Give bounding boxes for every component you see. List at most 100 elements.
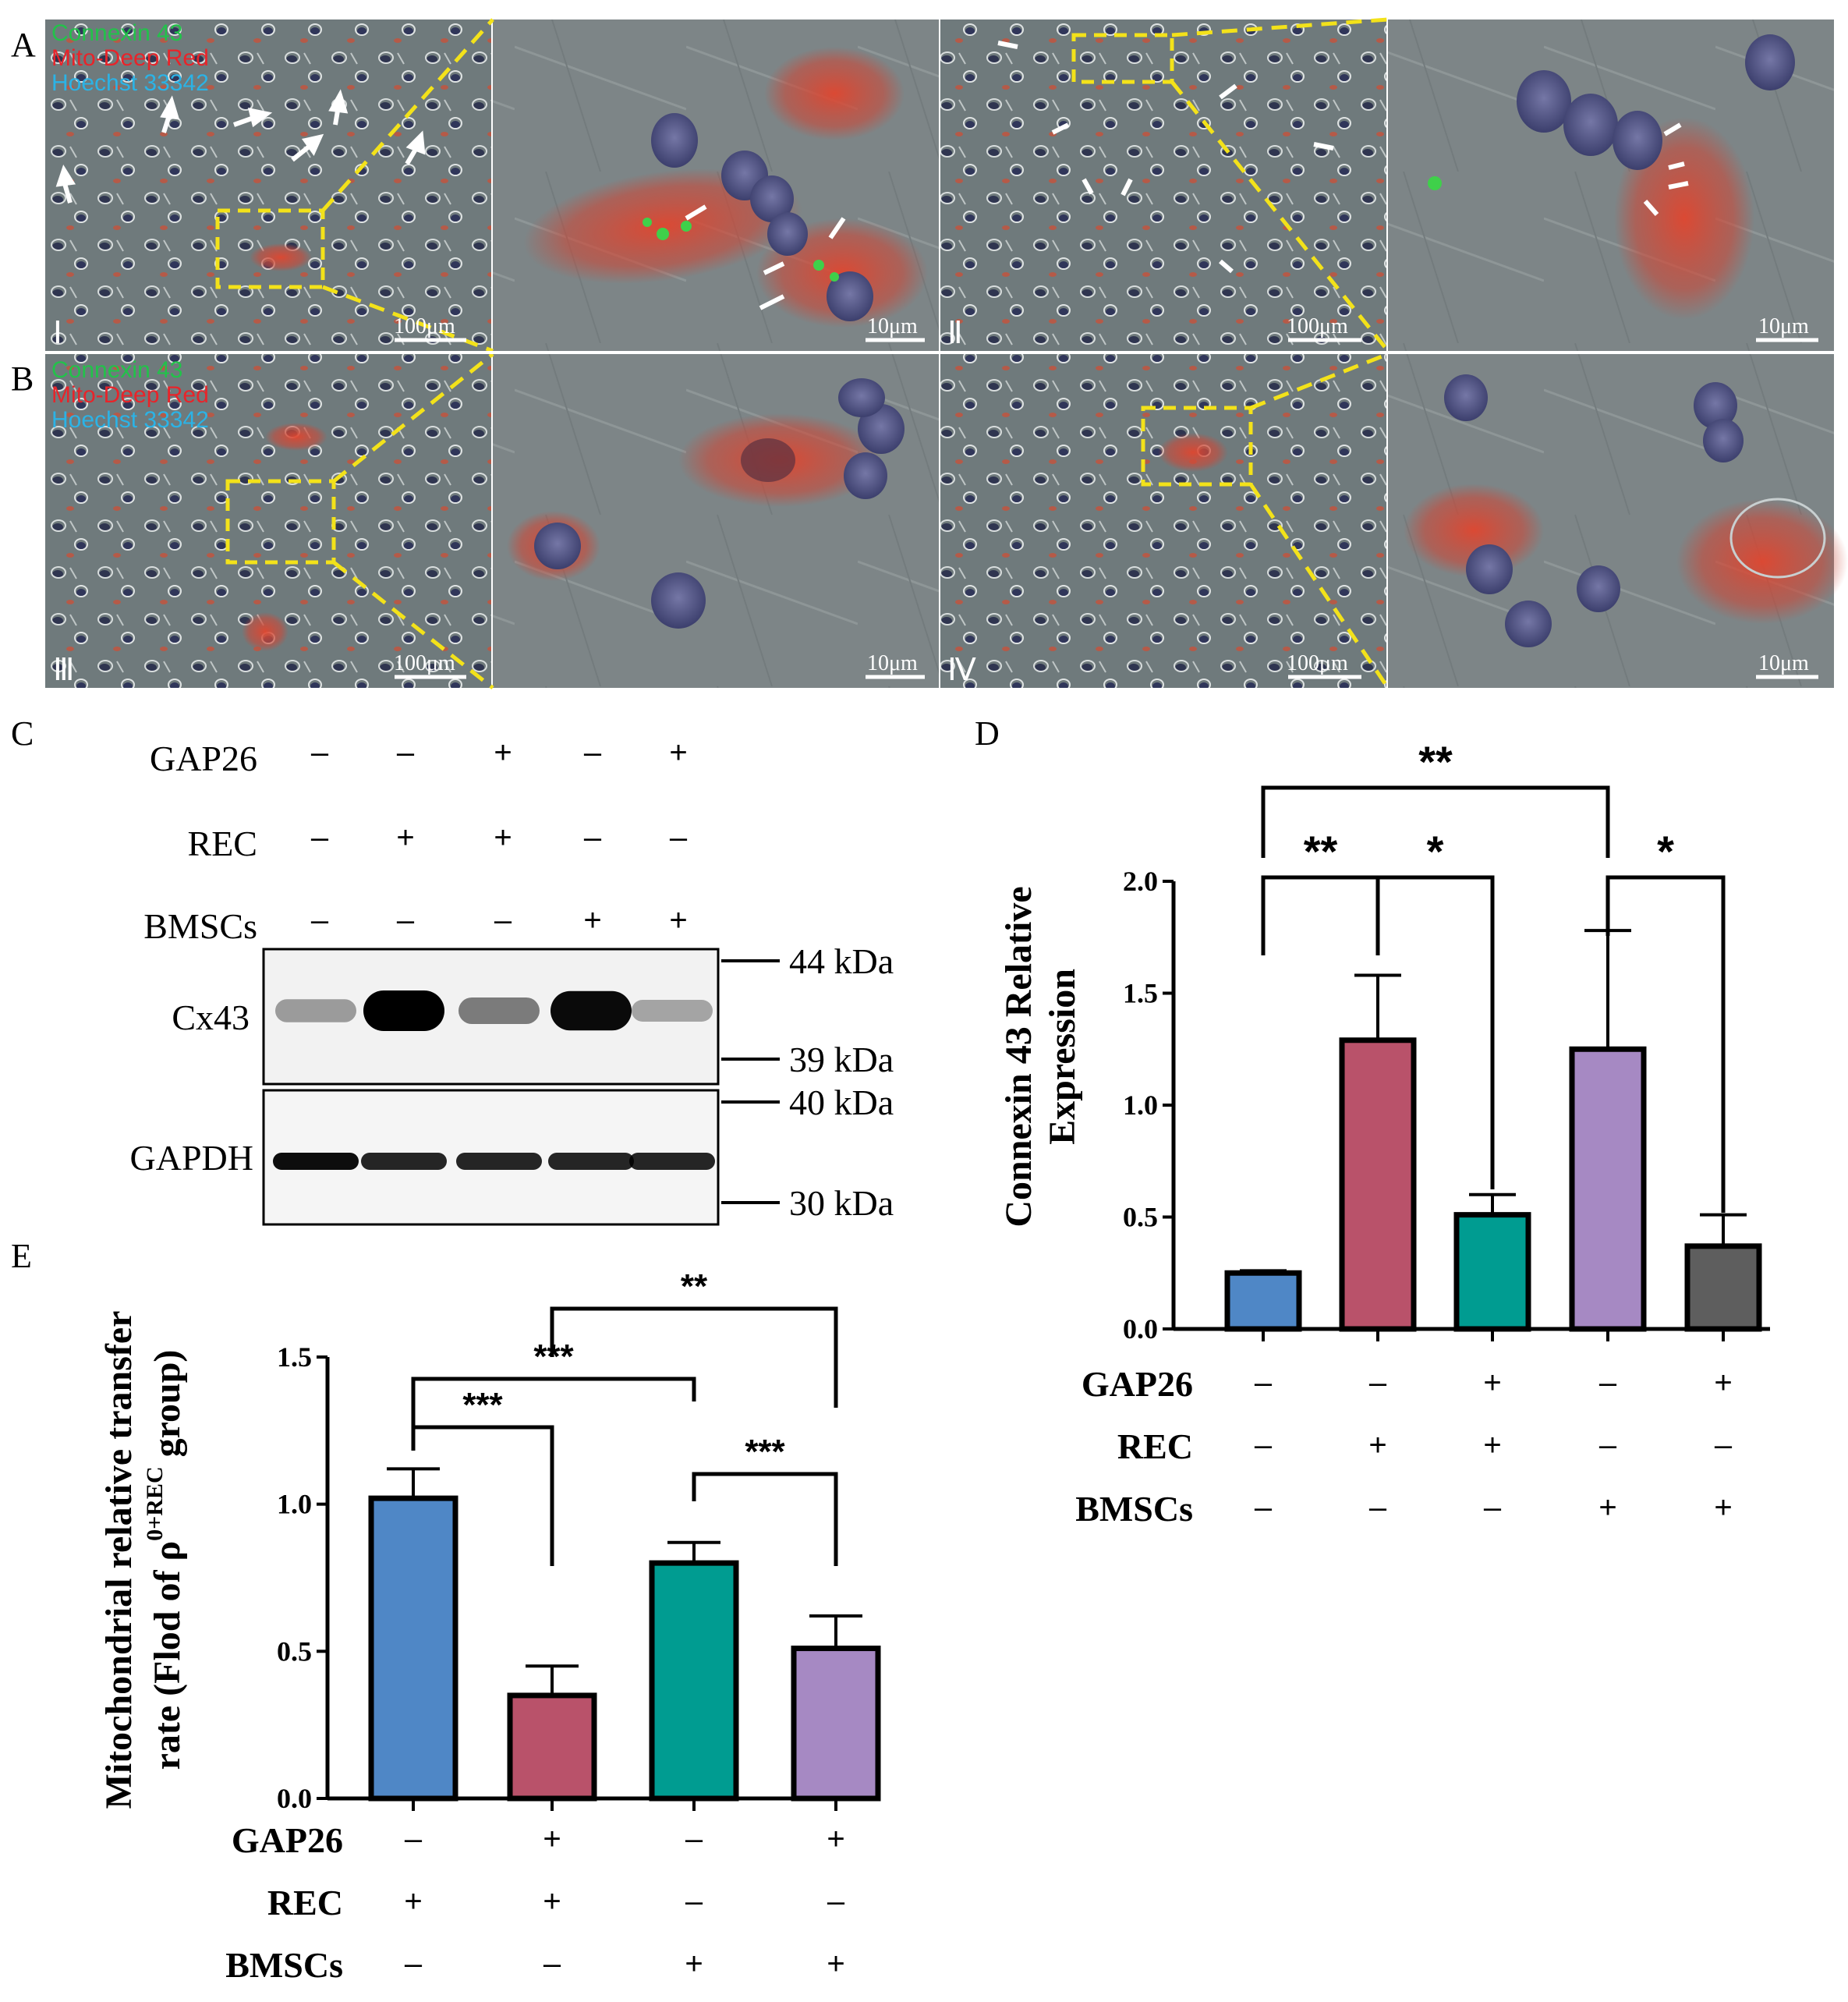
condition-sign: + [1714, 1490, 1732, 1525]
condition-sign: + [543, 1822, 561, 1856]
micrograph-a2-low [940, 19, 1386, 351]
wb-sign: + [669, 735, 687, 770]
condition-label: REC [267, 1883, 343, 1922]
condition-sign: – [1599, 1366, 1617, 1400]
scale-label: 10μm [867, 314, 918, 338]
legend-mito: Mito-Deep Red [51, 382, 209, 408]
legend-mito: Mito-Deep Red [51, 45, 209, 71]
y-tick-label: 0.5 [277, 1635, 312, 1667]
marker-40kda: 40 kDa [789, 1082, 894, 1122]
bar [1684, 1243, 1762, 1332]
condition-sign: – [1369, 1490, 1387, 1525]
marker-30kda: 30 kDa [789, 1183, 894, 1223]
wb-sign: – [397, 735, 415, 770]
condition-sign: – [685, 1884, 703, 1919]
wb-label-gapdh: GAPDH [130, 1138, 253, 1178]
panel-label-e: E [11, 1237, 32, 1275]
legend-connexin: Connexin 43 [51, 20, 182, 46]
scale-label: 100μm [394, 314, 455, 338]
scale-label: 10μm [867, 651, 918, 675]
legend-hoechst: Hoechst 33342 [51, 407, 209, 433]
significance-bracket [411, 1425, 554, 1566]
significance-label: *** [533, 1338, 574, 1376]
significance-bracket [1261, 785, 1610, 858]
wb-sign: – [670, 820, 688, 855]
condition-sign: – [1255, 1428, 1273, 1462]
y-axis-title: Connexin 43 RelativeExpression [998, 886, 1083, 1227]
y-axis-title-line: Connexin 43 Relative [998, 886, 1039, 1227]
condition-sign: + [543, 1884, 561, 1919]
condition-sign: – [685, 1822, 703, 1856]
condition-sign: + [827, 1822, 844, 1856]
wb-sign: + [396, 820, 414, 855]
gapdh-band [456, 1153, 542, 1170]
panel-label-c: C [11, 714, 34, 753]
chart-d: 0.0 0.5 1.0 1.5 2.0 GAP26 – – + – + REC – + + – – BMSCs – –… [998, 737, 1770, 1529]
condition-sign: + [1598, 1490, 1616, 1525]
micrograph-grid: 100μm 10μm 100μm 10μm 100μm 10μm 100μm 1… [45, 17, 1848, 689]
condition-sign: – [1255, 1366, 1273, 1400]
wb-sign: – [311, 735, 329, 770]
y-axis-title: Mitochondrial relative transfer rate (Flo… [98, 1311, 188, 1809]
scale-bars [395, 338, 1818, 679]
micrograph-b2-low [940, 354, 1386, 688]
condition-sign: – [405, 1947, 423, 1981]
wb-sign: + [583, 903, 601, 937]
y-tick-label: 1.5 [1123, 978, 1158, 1009]
condition-label: BMSCs [1075, 1489, 1193, 1529]
significance-bracket [411, 1377, 696, 1427]
wb-cond-rec: REC [188, 824, 257, 863]
condition-sign: – [1715, 1428, 1733, 1462]
condition-label: BMSCs [225, 1945, 343, 1985]
y-tick-label: 2.0 [1123, 866, 1158, 897]
significance-label: ** [1418, 737, 1453, 786]
bar [1339, 1037, 1417, 1332]
wb-sign: – [494, 903, 512, 937]
condition-sign: + [1368, 1428, 1386, 1462]
bar [791, 1646, 881, 1802]
marker-44kda: 44 kDa [789, 941, 894, 981]
y-axis-title-sup: 0+REC [142, 1466, 168, 1540]
condition-sign: – [543, 1947, 561, 1981]
gapdh-band [361, 1153, 447, 1170]
roman-label: Ⅰ [53, 315, 62, 350]
condition-sign: – [1484, 1490, 1502, 1525]
wb-cond-bmscs: BMSCs [143, 906, 257, 946]
y-tick-label: 0.5 [1123, 1202, 1158, 1233]
condition-label: GAP26 [232, 1820, 343, 1860]
wb-sign: – [311, 903, 329, 937]
arrow-markers [55, 41, 1689, 310]
bar [649, 1560, 739, 1802]
cx43-band [458, 997, 540, 1024]
y-axis-title-line: Mitochondrial relative transfer [98, 1311, 140, 1809]
wb-sign: – [311, 820, 329, 855]
bar [1453, 1212, 1531, 1332]
panel-label-d: D [975, 714, 1000, 753]
y-tick-label: 0.0 [277, 1783, 312, 1814]
significance-bracket [1605, 875, 1726, 1213]
significance-label: * [1657, 827, 1674, 876]
western-blot: GAP26 REC BMSCs – – + – + – + + – – – – – + + Cx43 GAP… [130, 735, 894, 1226]
condition-sign: + [1483, 1366, 1501, 1400]
y-tick-label: 1.0 [1123, 1090, 1158, 1121]
condition-sign: – [1369, 1366, 1387, 1400]
wb-label-cx43: Cx43 [172, 997, 250, 1037]
y-axis-title-line: Expression [1042, 969, 1083, 1145]
wb-cond-gap26: GAP26 [150, 739, 257, 778]
bar [507, 1692, 597, 1802]
wb-sign: – [584, 820, 602, 855]
legend-hoechst: Hoechst 33342 [51, 70, 209, 96]
condition-sign: – [1255, 1490, 1273, 1525]
cx43-band [363, 990, 444, 1031]
condition-sign: + [827, 1947, 844, 1981]
cx43-band [551, 990, 632, 1031]
marker-39kda: 39 kDa [789, 1040, 894, 1079]
cx43-blot [262, 948, 720, 1086]
scale-label: 100μm [1287, 314, 1348, 338]
significance-bracket [550, 1306, 838, 1408]
significance-bracket [692, 1472, 838, 1566]
roman-label: Ⅱ [947, 315, 963, 350]
wb-sign: + [494, 735, 512, 770]
scale-label: 10μm [1758, 314, 1809, 338]
